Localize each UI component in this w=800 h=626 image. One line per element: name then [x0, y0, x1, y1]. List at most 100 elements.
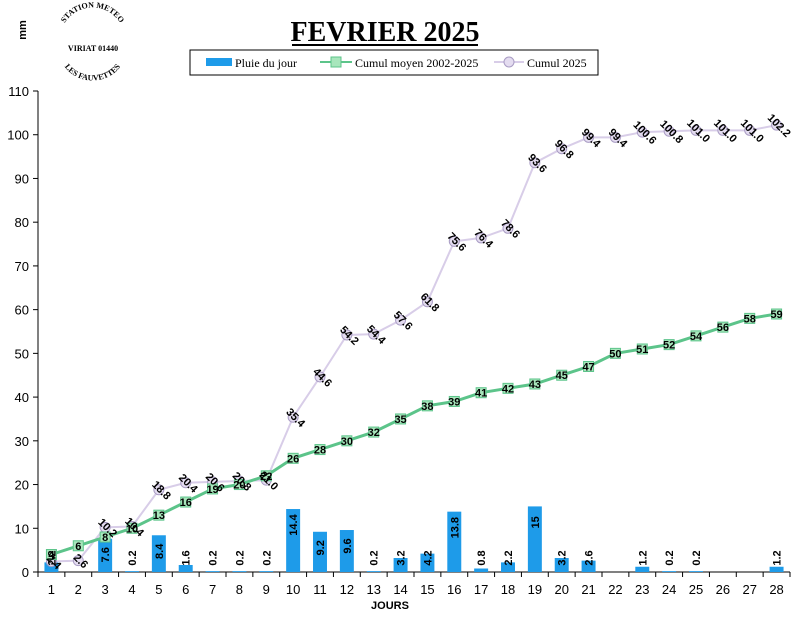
cumul-moyen-data-label: 30: [341, 436, 353, 448]
point: [45, 549, 57, 561]
legend-item-pluie: Pluie du jour: [206, 56, 297, 70]
point: [395, 314, 407, 326]
cumul-moyen-data-label: 50: [609, 348, 621, 360]
y-tick-label: 40: [15, 390, 29, 405]
bar: [232, 571, 247, 572]
point: [583, 360, 595, 372]
point: [287, 452, 299, 464]
point: [368, 328, 380, 340]
bar-data-label: 2.2: [503, 550, 515, 565]
cumul-moyen-data-label: 32: [368, 427, 380, 439]
cumul-moyen-data-label: 8: [102, 532, 108, 544]
point: [126, 522, 138, 534]
x-tick-label: 5: [155, 582, 162, 597]
bar: [205, 571, 220, 572]
point: [448, 395, 460, 407]
x-tick-label: 20: [554, 582, 568, 597]
point: [502, 382, 514, 394]
x-tick-label: 6: [182, 582, 189, 597]
bar: [178, 565, 193, 572]
bar-data-label: 4.2: [422, 550, 434, 565]
cumul-2025-data-label: 99.4: [606, 126, 630, 150]
point: [690, 330, 702, 342]
x-tick-label: 13: [366, 582, 380, 597]
y-tick-label: 70: [15, 259, 29, 274]
bar: [366, 571, 381, 572]
cumul-moyen-data-label: 56: [717, 322, 729, 334]
x-tick-label: 24: [662, 582, 676, 597]
legend-item-cumul-2025: Cumul 2025: [494, 56, 587, 70]
cumul-2025-data-label: 99.4: [579, 126, 603, 150]
bar-data-label: 7.6: [100, 547, 112, 562]
point: [395, 413, 407, 425]
x-tick-label: 25: [689, 582, 703, 597]
bar: [662, 571, 677, 572]
point: [771, 119, 783, 131]
bar: [527, 506, 542, 572]
x-tick-label: 28: [769, 582, 783, 597]
x-tick-label: 8: [236, 582, 243, 597]
point: [583, 131, 595, 143]
bar: [151, 535, 166, 572]
cumul-moyen-data-label: 38: [421, 401, 433, 413]
y-tick-label: 20: [15, 478, 29, 493]
bar: [447, 511, 462, 572]
bar-data-label: 3.2: [557, 550, 569, 565]
y-tick-label: 0: [22, 565, 29, 580]
bar: [393, 558, 408, 572]
cumul-moyen-data-label: 43: [529, 379, 541, 391]
y-tick-label: 80: [15, 215, 29, 230]
bar: [125, 571, 139, 572]
cumul-2025-data-label: 35.4: [283, 406, 307, 430]
bar-data-label: 14.4: [288, 513, 300, 535]
cumul-moyen-data-label: 58: [744, 313, 756, 325]
y-tick-label: 90: [15, 171, 29, 186]
cumul-moyen-data-label: 10: [126, 523, 138, 535]
point: [771, 308, 783, 320]
cumul-moyen-data-label: 13: [153, 510, 165, 522]
x-tick-label: 3: [102, 582, 109, 597]
bar-data-label: 3.2: [396, 550, 408, 565]
bar: [581, 560, 596, 572]
x-tick-label: 9: [263, 582, 270, 597]
lines: [45, 119, 783, 568]
y-tick-label: 110: [8, 84, 29, 99]
point: [529, 157, 541, 169]
cumul-moyen-data-label: 35: [394, 414, 406, 426]
point: [609, 131, 621, 143]
point: [233, 479, 245, 491]
bar-data-label: 1.6: [181, 550, 193, 565]
point: [717, 124, 729, 136]
cumul-moyen-data-label: 47: [582, 361, 594, 373]
legend-item-cumul-moyen: Cumul moyen 2002-2025: [320, 56, 478, 70]
bar-data-label: 0.8: [476, 550, 488, 565]
cumul-2025-data-label: 75.6: [445, 230, 469, 254]
bar: [313, 531, 327, 572]
point: [744, 124, 756, 136]
point: [502, 222, 514, 234]
cumul-moyen-data-label: 6: [75, 541, 81, 553]
x-tick-label: 7: [209, 582, 216, 597]
point: [368, 426, 380, 438]
chart-title: FEVRIER 2025: [290, 17, 479, 48]
bar-data-label: 0.2: [664, 550, 676, 565]
point: [717, 321, 729, 333]
cumul-moyen-data-label: 51: [636, 344, 648, 356]
cumul-moyen-data-label: 26: [287, 453, 299, 465]
point: [207, 483, 219, 495]
point: [260, 470, 272, 482]
cumul-moyen-data-label: 28: [314, 445, 326, 457]
point: [421, 296, 433, 308]
point: [475, 387, 487, 399]
x-tick-label: 16: [447, 582, 461, 597]
bar-data-label: 15: [530, 516, 542, 528]
stamp-line1: STATION METEO: [59, 0, 126, 24]
x-tick-label: 11: [313, 582, 327, 597]
bar-data-label: 1.2: [637, 550, 649, 565]
svg-text:LES FAUVETTES: LES FAUVETTES: [63, 62, 122, 83]
cumul-2025-data-label: 61.8: [418, 291, 442, 315]
y-tick-label: 50: [15, 346, 29, 361]
x-axis-label: JOURS: [371, 600, 409, 612]
